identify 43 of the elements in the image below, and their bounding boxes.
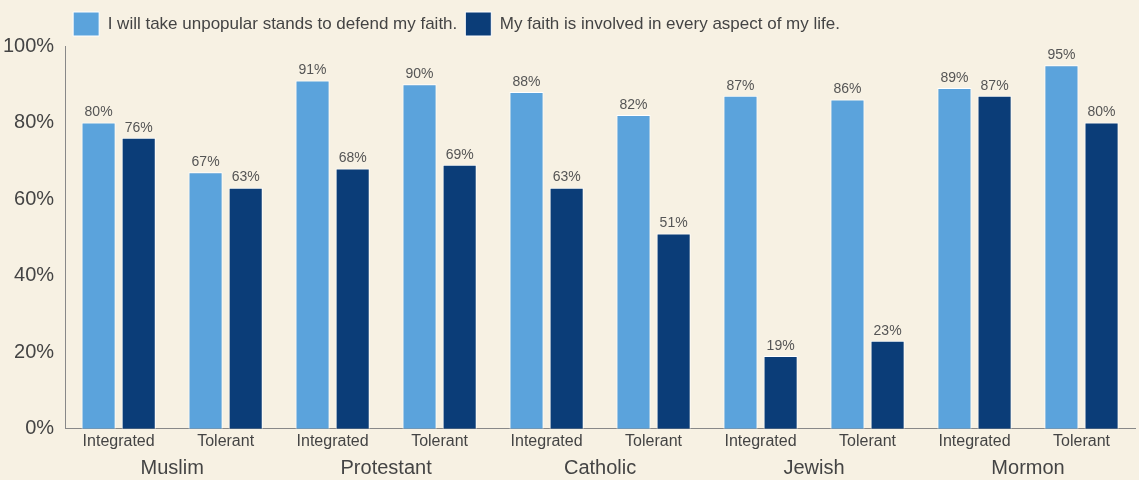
y-tick-label: 20% (14, 339, 55, 362)
text: Jewish (783, 455, 845, 478)
x-tick-label: Tolerant (411, 431, 469, 449)
data-label: 19% (766, 336, 795, 353)
text: Mormon (991, 455, 1065, 478)
data-label: 69% (445, 145, 474, 162)
y-tick-label: 60% (14, 186, 55, 209)
data-label: 23% (873, 321, 902, 338)
y-tick-label: 0% (25, 416, 55, 439)
data-label: 86% (833, 80, 862, 97)
x-tick-label: Integrated (82, 431, 155, 449)
data-label: 80% (84, 103, 113, 120)
x-tick-label: Integrated (510, 431, 583, 449)
x-tick-label: Tolerant (625, 431, 683, 449)
y-tick-label: 40% (14, 263, 55, 286)
data-label: 68% (338, 149, 367, 166)
text: Catholic (563, 455, 637, 478)
data-label: 67% (191, 153, 220, 170)
x-tick-label: Tolerant (1053, 431, 1111, 449)
data-label: 51% (659, 214, 688, 231)
data-label: 88% (512, 72, 541, 89)
x-tick-label: Integrated (296, 431, 369, 449)
data-label: 87% (726, 76, 755, 93)
y-tick-label: 100% (3, 33, 55, 56)
x-tick-label: Tolerant (839, 431, 897, 449)
legend-label: My faith is involved in every aspect of my life. (499, 13, 840, 33)
data-label: 80% (1087, 103, 1116, 120)
data-label: 91% (298, 61, 327, 78)
y-tick-label: 80% (14, 110, 55, 133)
data-label: 63% (231, 168, 260, 185)
text: Protestant (340, 455, 433, 478)
data-label: 95% (1047, 46, 1076, 62)
text: Muslim (140, 455, 204, 478)
legend-label: I will take unpopular stands to defend my faith. (107, 13, 458, 33)
x-tick-label: Integrated (938, 431, 1011, 449)
x-tick-label: Integrated (724, 431, 797, 449)
data-label: 90% (405, 65, 434, 82)
data-label: 87% (980, 76, 1009, 93)
data-label: 63% (552, 168, 581, 185)
data-label: 82% (619, 95, 648, 112)
data-label: 89% (940, 68, 969, 85)
x-tick-label: Tolerant (197, 431, 255, 449)
data-label: 76% (124, 118, 153, 135)
